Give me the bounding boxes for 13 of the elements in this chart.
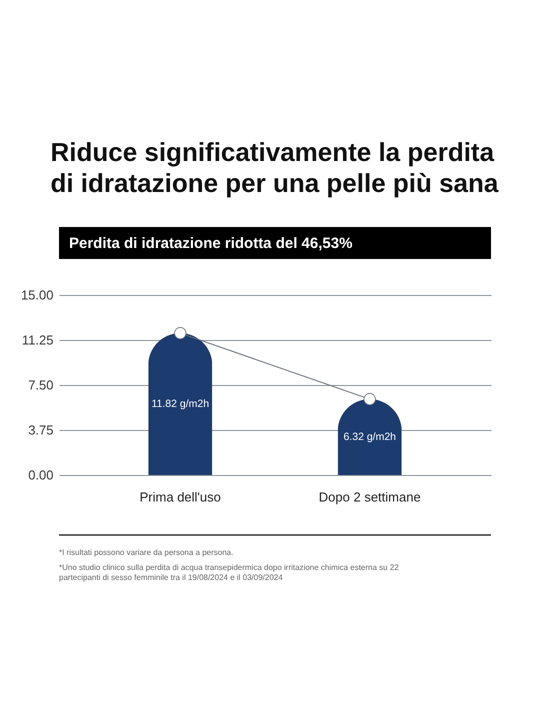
chart-title: Riduce significativamente la perdita di idratazione per una pelle più sana [50, 137, 499, 198]
chart-subtitle: Perdita di idratazione ridotta del 46,53% [69, 235, 352, 252]
y-tick-label: 15.00 [20, 288, 54, 302]
x-tick-label: Dopo 2 settimane [318, 490, 421, 504]
text: *Uno studio clinico sulla perdita di acqua transepidermica dopo irritazione chimica esterna su 22 partecipanti di sesso femminile tra il 19/08/2024 e il 03/09/2024 [59, 563, 400, 582]
y-tick-label: 3.75 [28, 422, 54, 438]
y-tick-label: 0.00 [28, 468, 54, 482]
y-tick-label: 7.50 [28, 378, 54, 392]
y-tick-label: 11.25 [22, 332, 54, 348]
text: *I risultati possono variare da persona a persona. [59, 548, 234, 557]
data-label: 11.82 g/m2h [151, 398, 210, 410]
data-label: 6.32 g/m2h [343, 431, 396, 444]
x-tick-label: Prima dell'uso [140, 490, 221, 504]
